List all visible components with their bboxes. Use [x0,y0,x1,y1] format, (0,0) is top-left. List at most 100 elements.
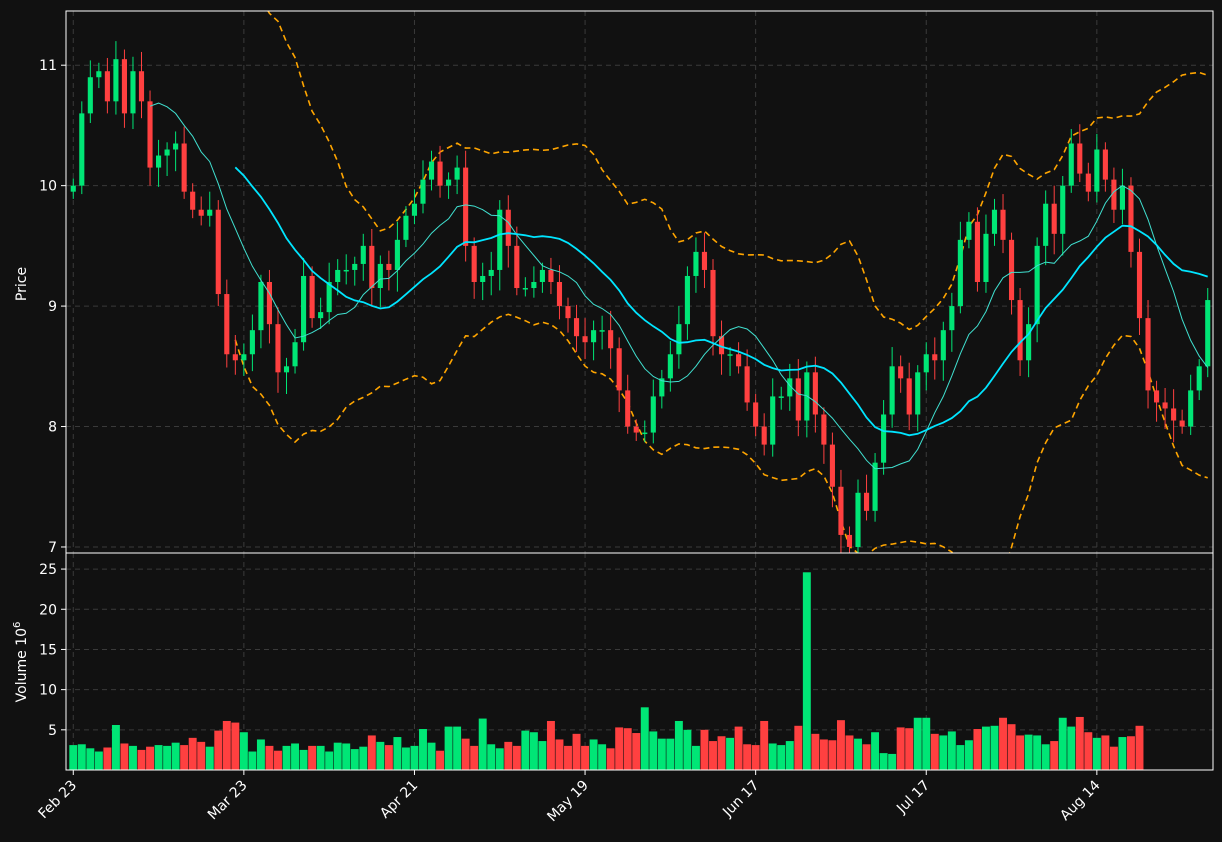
volume-bar [649,731,658,770]
candle-body [266,282,273,325]
bollinger-bands [234,11,1208,553]
candle-body [1060,185,1066,234]
volume-bar [726,737,735,770]
volume-bar [990,725,999,770]
volume-bar [555,739,564,770]
candle-body [736,354,742,367]
candle-body [369,245,375,289]
volume-y-tick-label: 10 [39,683,57,699]
volume-bar [470,745,479,770]
candle-body [386,263,392,270]
volume-bar [111,724,120,770]
candle-body [224,294,230,355]
candlesticks [70,41,1211,553]
volume-y-tick-label: 20 [39,602,57,618]
volume-bar [930,733,939,770]
candle-body [1077,143,1083,174]
volume-bar [1007,724,1016,770]
candle-body [241,354,247,361]
candle-body [582,336,588,343]
volume-bar [973,729,982,770]
candle-body [113,59,119,102]
volume-bar [871,732,880,770]
volume-bar [299,749,308,770]
volume-bar [444,726,453,770]
volume-bar [922,717,931,770]
volume-bar [751,745,760,770]
volume-bar [248,751,257,770]
volume-bar [367,735,376,770]
candle-body [215,209,221,295]
candle-body [258,282,264,331]
volume-bar [1033,735,1042,770]
volume-bar [1016,735,1025,770]
candle-body [812,372,818,415]
volume-bar [964,740,973,770]
candle-body [1111,179,1117,210]
candle-body [181,143,187,192]
volume-bar [947,731,956,770]
price-axis-label: Price [14,267,30,301]
candle-body [599,330,605,332]
candle-body [156,155,162,168]
volume-bar [598,744,607,770]
candle-body [539,269,545,282]
candle-body [147,101,153,168]
volume-bar [282,745,291,770]
volume-bar [1135,725,1144,770]
candle-body [190,191,196,210]
candle-body [1085,173,1091,192]
volume-y-tick-label: 15 [39,642,57,658]
volume-bar [589,739,598,770]
candle-body [983,233,989,282]
candle-body [173,143,179,150]
candle-body [974,221,980,282]
volume-bar [410,745,419,770]
volume-panel-frame [65,552,1214,771]
volume-bar [1041,744,1050,770]
candle-body [889,366,895,415]
volume-bar [103,747,112,770]
volume-axis-label: Volume 106 [12,622,30,703]
volume-bar [777,745,786,770]
volume-bar [342,743,351,770]
volume-bar [1024,734,1033,770]
candle-body [744,366,750,403]
volume-axis-label-exponent: 6 [12,622,23,628]
candle-body [727,354,733,356]
candle-body [949,306,955,331]
volume-bar [171,742,180,770]
ma-short-line [149,102,1209,470]
volume-bar [120,743,129,770]
volume-bar [376,741,385,770]
volume-bar [512,745,521,770]
volume-bar [888,753,897,770]
volume-bar [828,740,837,770]
volume-bar [1058,717,1067,770]
candle-body [1145,318,1151,391]
volume-bar [939,735,948,770]
volume-bar [657,738,666,770]
candle-body [249,330,255,355]
candle-body [70,185,76,192]
candle-body [420,179,426,204]
candle-body [625,390,631,427]
volume-bar [205,746,214,770]
candle-body [556,282,563,307]
candle-body [1153,390,1160,403]
panel-frames [65,10,1214,771]
volume-bar [615,727,624,770]
volume-bar [913,717,922,770]
volume-bar [521,730,530,770]
volume-bar [666,738,675,770]
volume-bar [222,720,231,770]
candle-body [360,245,366,264]
candle-body [531,282,537,289]
volume-bar [274,750,282,770]
candle-body [463,167,469,246]
volume-bar [854,738,862,770]
volume-bar [836,720,845,770]
candle-body [718,336,725,355]
volume-bar [845,735,854,770]
